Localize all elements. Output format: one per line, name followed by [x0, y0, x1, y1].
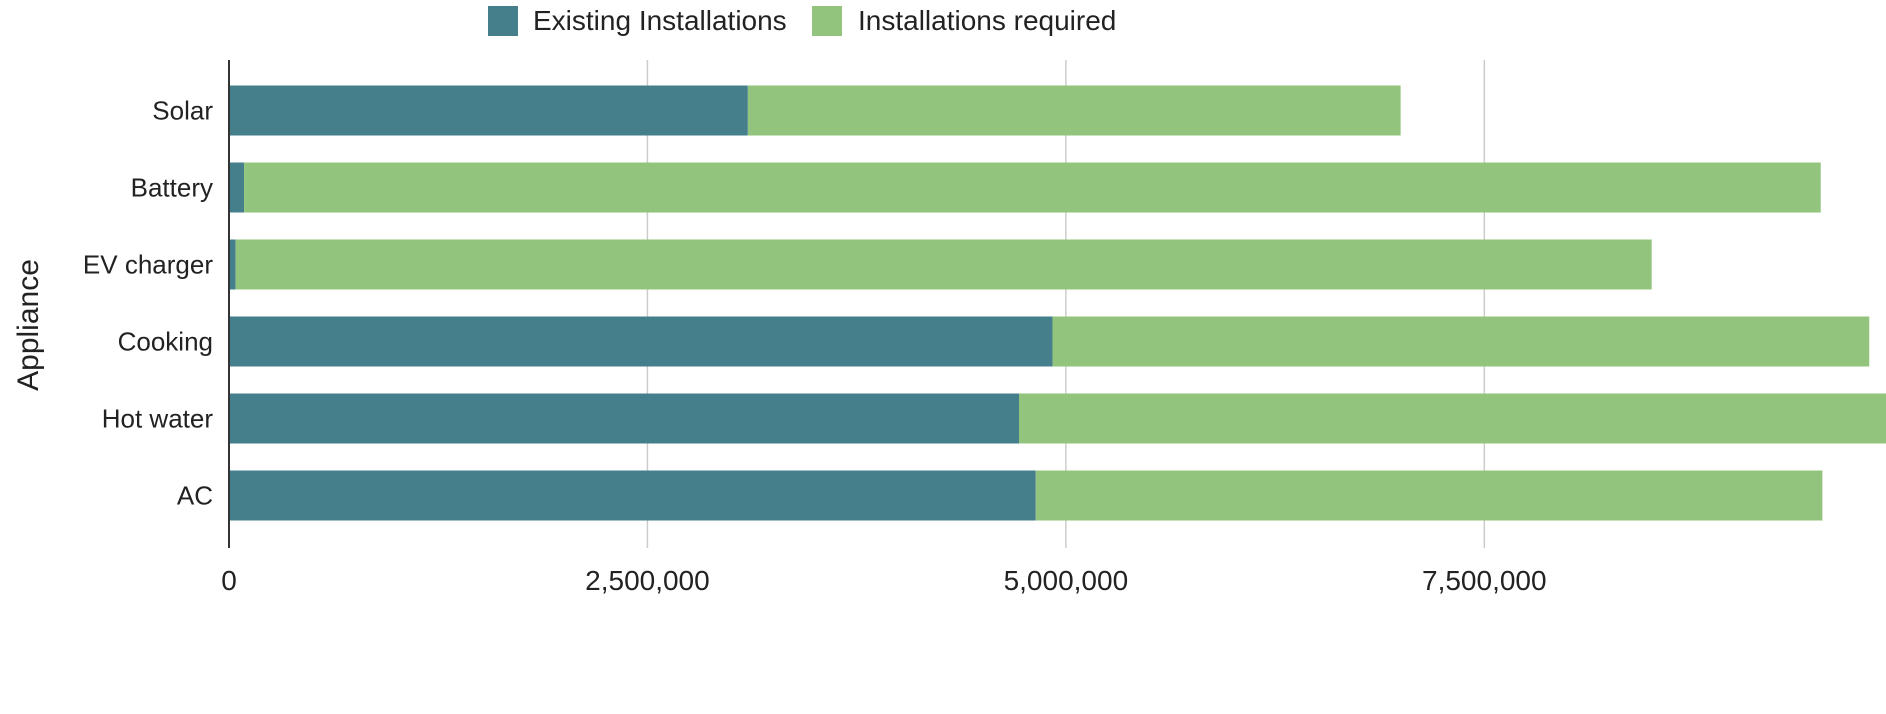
bar-solar-series-2 [747, 85, 1401, 136]
x-tick-label-2: 5,000,000 [1004, 565, 1129, 596]
bars [229, 85, 1886, 521]
x-tick-label-3: 7,500,000 [1422, 565, 1547, 596]
x-tick-label-1: 2,500,000 [585, 565, 710, 596]
category-label-cooking: Cooking [118, 327, 213, 357]
bar-cooking-series-2 [1052, 316, 1870, 367]
bar-cooking-series-1 [229, 316, 1053, 367]
category-label-hot-water: Hot water [102, 404, 214, 434]
bar-solar-series-1 [229, 85, 748, 136]
bar-hot-water-series-1 [229, 393, 1020, 444]
legend-label-1: Existing Installations [533, 5, 787, 36]
legend-swatch-1 [488, 6, 518, 36]
category-label-solar: Solar [152, 96, 213, 126]
bar-battery-series-1 [229, 162, 245, 213]
bar-ac-series-1 [229, 470, 1036, 521]
vertical-gridlines [646, 60, 1486, 548]
legend: Existing Installations Installations requ… [488, 5, 1116, 36]
bar-ac-series-2 [1035, 470, 1823, 521]
legend-label-2: Installations required [858, 5, 1116, 36]
bar-ev-charger-series-1 [229, 239, 236, 290]
category-labels: Solar Battery EV charger Cooking Hot water AC [83, 96, 213, 511]
bar-battery-series-2 [244, 162, 1821, 213]
category-label-battery: Battery [131, 173, 213, 203]
legend-swatch-2 [812, 6, 842, 36]
category-label-ev-charger: EV charger [83, 250, 213, 280]
x-tick-labels: 0 2,500,000 5,000,000 7,500,000 [221, 565, 1546, 596]
bar-hot-water-series-2 [1019, 393, 1886, 444]
category-label-ac: AC [177, 481, 213, 511]
y-axis-title: Appliance [12, 259, 45, 391]
bar-ev-charger-series-2 [235, 239, 1652, 290]
x-tick-label-0: 0 [221, 565, 237, 596]
